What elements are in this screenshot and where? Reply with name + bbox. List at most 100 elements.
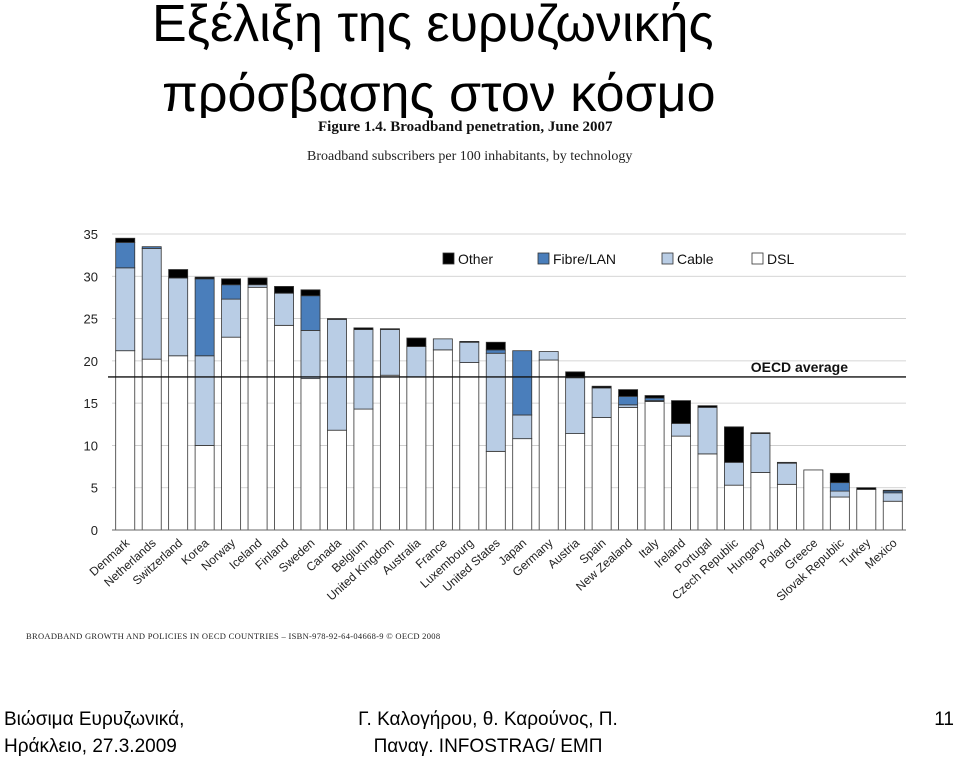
bar-segment bbox=[379, 374, 400, 531]
oecd-average-label: OECD average bbox=[751, 359, 848, 375]
bar-segment bbox=[538, 351, 559, 361]
grid-layer bbox=[112, 233, 906, 489]
bar-segment bbox=[221, 298, 242, 338]
footer-authors: Γ. Καλογήρου, θ. Καρούνος, Π. bbox=[358, 709, 618, 730]
footer-left: Βιώσιμα Ευρυζωνικά, Ηράκλειο, 27.3.2009 bbox=[4, 706, 184, 760]
bar-segment bbox=[406, 337, 427, 347]
bar-segment bbox=[856, 487, 877, 490]
footer-event: Βιώσιμα Ευρυζωνικά, bbox=[4, 709, 185, 730]
bar-segment bbox=[168, 277, 189, 357]
legend-label: Fibre/LAN bbox=[553, 251, 616, 267]
legend: Other Fibre/LAN Cable DSL bbox=[442, 251, 794, 267]
broadband-chart: OECD average 05101520253035DenmarkNether… bbox=[84, 227, 906, 604]
bar-segment bbox=[671, 435, 691, 531]
bar-segment bbox=[115, 237, 136, 243]
legend-swatch bbox=[537, 252, 550, 265]
bar-segment bbox=[644, 401, 665, 531]
bar-segment bbox=[115, 242, 136, 269]
bar-segment bbox=[194, 355, 215, 446]
bar-segment bbox=[141, 247, 162, 360]
legend-label: Other bbox=[458, 251, 493, 267]
legend-swatch bbox=[442, 252, 455, 265]
bar-segment bbox=[591, 387, 612, 418]
bar-segment bbox=[697, 453, 718, 531]
bar-segment bbox=[882, 500, 903, 531]
slide-title-line2: πρόσβασης στον κόσμο bbox=[162, 65, 716, 118]
y-tick-label: 30 bbox=[84, 269, 98, 284]
bar-segment bbox=[856, 489, 877, 531]
y-tick-label: 20 bbox=[84, 354, 98, 369]
legend-label: DSL bbox=[767, 251, 794, 267]
bar-segment bbox=[750, 432, 771, 434]
page-number: 11 bbox=[934, 709, 954, 730]
bar-segment bbox=[247, 277, 268, 286]
bar-segment bbox=[221, 336, 242, 531]
bar-segment bbox=[485, 352, 506, 452]
bar-segment bbox=[300, 289, 321, 297]
bar-segment bbox=[194, 276, 215, 280]
bar-segment bbox=[459, 341, 480, 363]
bar-segment bbox=[591, 417, 612, 531]
footer-affiliation: Παναγ. INFOSTRAG/ ΕΜΠ bbox=[373, 736, 603, 757]
bar-segment bbox=[327, 429, 347, 531]
bar-segment bbox=[221, 284, 242, 300]
bar-segment bbox=[300, 330, 321, 380]
bar-segment bbox=[406, 346, 427, 378]
bar-segment bbox=[724, 426, 744, 463]
bar-segment bbox=[829, 490, 850, 498]
bar-segment bbox=[724, 484, 744, 531]
bar-segment bbox=[485, 341, 506, 351]
bar-segment bbox=[565, 433, 586, 531]
bar-segment bbox=[591, 385, 612, 389]
legend-swatch bbox=[751, 252, 764, 265]
bar-segment bbox=[406, 376, 427, 531]
oecd-average-layer: OECD average bbox=[108, 359, 906, 378]
bar-segment bbox=[432, 338, 453, 351]
bar-segment bbox=[803, 469, 824, 531]
bar-segment bbox=[168, 355, 189, 531]
bar-segment bbox=[327, 319, 347, 431]
y-tick-label: 0 bbox=[91, 523, 98, 538]
bar-segment bbox=[671, 400, 691, 424]
y-tick-label: 35 bbox=[84, 227, 98, 242]
legend-label: Cable bbox=[677, 251, 714, 267]
bar-segment bbox=[829, 482, 850, 492]
bar-segment bbox=[379, 329, 400, 376]
figure-subtitle: Broadband subscribers per 100 inhabitant… bbox=[307, 149, 633, 164]
bar-segment bbox=[353, 408, 374, 531]
y-tick-label: 10 bbox=[84, 438, 98, 453]
bar-layer bbox=[115, 237, 903, 531]
bar-segment bbox=[353, 327, 374, 330]
bar-segment bbox=[697, 405, 718, 408]
bar-segment bbox=[724, 461, 744, 486]
y-tick-label: 15 bbox=[84, 396, 98, 411]
bar-segment bbox=[274, 286, 294, 294]
bar-segment bbox=[274, 292, 294, 326]
bar-segment bbox=[485, 349, 506, 354]
bar-segment bbox=[274, 324, 294, 531]
bar-segment bbox=[485, 450, 506, 531]
bar-segment bbox=[168, 269, 189, 279]
bar-segment bbox=[750, 472, 771, 531]
bar-segment bbox=[300, 295, 321, 331]
bar-segment bbox=[459, 362, 480, 531]
legend-swatch bbox=[661, 252, 674, 265]
bar-segment bbox=[141, 246, 162, 249]
slide-title-line1: Εξέλιξη της ευρυζωνικής bbox=[152, 0, 714, 53]
bar-segment bbox=[379, 328, 400, 330]
bar-segment bbox=[512, 438, 533, 531]
bar-segment bbox=[353, 329, 374, 410]
bar-segment bbox=[618, 395, 639, 406]
bar-segment bbox=[459, 341, 480, 343]
slide-title: Εξέλιξη της ευρυζωνικής πρόσβασης στον κ… bbox=[0, 0, 960, 118]
bar-segment bbox=[750, 433, 771, 473]
bar-segment bbox=[194, 445, 215, 531]
bar-segment bbox=[829, 472, 850, 484]
bar-segment bbox=[115, 350, 136, 531]
bar-segment bbox=[776, 483, 797, 531]
bar-segment bbox=[882, 489, 903, 492]
bar-segment bbox=[671, 423, 691, 437]
y-tick-label: 25 bbox=[84, 312, 98, 327]
y-tick-label: 5 bbox=[91, 481, 98, 496]
figure-title: Figure 1.4. Broadband penetration, June … bbox=[318, 119, 613, 135]
